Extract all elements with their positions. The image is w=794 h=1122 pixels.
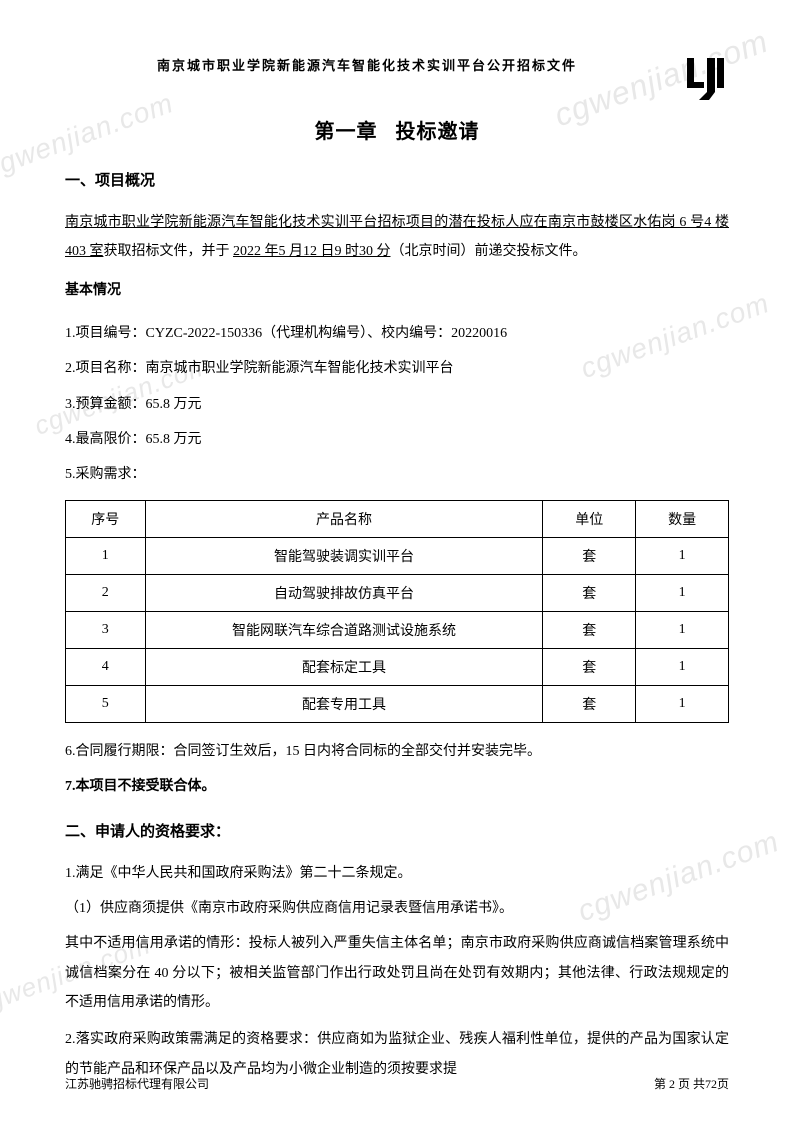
qualification-item-2: 2.落实政府采购政策需满足的资格要求：供应商如为监狱企业、残疾人福利性单位，提供…	[65, 1025, 729, 1084]
qualification-item-1-sub: （1）供应商须提供《南京市政府采购供应商信用记录表暨信用承诺书》。	[65, 894, 729, 923]
intro-paragraph: 南京城市职业学院新能源汽车智能化技术实训平台招标项目的潜在投标人应在南京市鼓楼区…	[65, 208, 729, 267]
table-row: 4 配套标定工具 套 1	[66, 648, 729, 685]
project-number: 1.项目编号：CYZC-2022-150336（代理机构编号）、校内编号：202…	[65, 319, 729, 348]
item7-label: 7.	[65, 779, 76, 794]
section-1-heading: 一、项目概况	[65, 169, 729, 190]
cell-name: 配套专用工具	[145, 685, 543, 722]
cell-unit: 套	[543, 574, 636, 611]
qualification-item-1: 1.满足《中华人民共和国政府采购法》第二十二条规定。	[65, 859, 729, 888]
table-header-row: 序号 产品名称 单位 数量	[66, 500, 729, 537]
cell-unit: 套	[543, 611, 636, 648]
table-row: 2 自动驾驶排故仿真平台 套 1	[66, 574, 729, 611]
col-seq-header: 序号	[66, 500, 146, 537]
cell-qty: 1	[636, 611, 729, 648]
table-row: 1 智能驾驶装调实训平台 套 1	[66, 537, 729, 574]
col-name-header: 产品名称	[145, 500, 543, 537]
table-row: 5 配套专用工具 套 1	[66, 685, 729, 722]
consortium-note: 7.本项目不接受联合体。	[65, 772, 729, 801]
cell-name: 智能网联汽车综合道路测试设施系统	[145, 611, 543, 648]
chapter-title: 第一章投标邀请	[65, 115, 729, 144]
section-2-heading: 二、申请人的资格要求：	[65, 820, 729, 841]
intro-text-a: 南京城市职业学院新能源汽车智能化技术实训平台招标项目的潜在投标人应在	[65, 215, 548, 230]
cell-qty: 1	[636, 537, 729, 574]
cell-qty: 1	[636, 574, 729, 611]
chapter-name: 投标邀请	[396, 121, 480, 143]
cell-seq: 2	[66, 574, 146, 611]
products-table: 序号 产品名称 单位 数量 1 智能驾驶装调实训平台 套 1 2 自动驾驶排故仿…	[65, 500, 729, 723]
cell-name: 配套标定工具	[145, 648, 543, 685]
basic-info-heading: 基本情况	[65, 277, 729, 305]
budget-amount: 3.预算金额：65.8 万元	[65, 390, 729, 419]
cell-seq: 5	[66, 685, 146, 722]
cell-name: 智能驾驶装调实训平台	[145, 537, 543, 574]
contract-period: 6.合同履行期限：合同签订生效后，15 日内将合同标的全部交付并安装完毕。	[65, 737, 729, 766]
cell-unit: 套	[543, 648, 636, 685]
col-unit-header: 单位	[543, 500, 636, 537]
logo-icon	[679, 50, 729, 100]
cell-seq: 4	[66, 648, 146, 685]
chapter-number: 第一章	[315, 121, 378, 143]
table-row: 3 智能网联汽车综合道路测试设施系统 套 1	[66, 611, 729, 648]
intro-text-c: 获取招标文件，并于	[104, 244, 234, 259]
item7-text: 本项目不接受联合体。	[76, 779, 216, 794]
procurement-needs: 5.采购需求：	[65, 460, 729, 489]
col-qty-header: 数量	[636, 500, 729, 537]
cell-qty: 1	[636, 648, 729, 685]
cell-seq: 1	[66, 537, 146, 574]
cell-unit: 套	[543, 537, 636, 574]
project-name: 2.项目名称：南京城市职业学院新能源汽车智能化技术实训平台	[65, 354, 729, 383]
max-price: 4.最高限价：65.8 万元	[65, 425, 729, 454]
page-header: 南京城市职业学院新能源汽车智能化技术实训平台公开招标文件	[65, 50, 729, 100]
intro-text-e: （北京时间）前递交投标文件。	[391, 244, 587, 259]
cell-seq: 3	[66, 611, 146, 648]
document-title: 南京城市职业学院新能源汽车智能化技术实训平台公开招标文件	[65, 50, 669, 74]
qualification-item-1-para: 其中不适用信用承诺的情形：投标人被列入严重失信主体名单；南京市政府采购供应商诚信…	[65, 929, 729, 1017]
cell-name: 自动驾驶排故仿真平台	[145, 574, 543, 611]
intro-deadline: 2022 年5 月12 日9 时30 分	[233, 244, 391, 259]
cell-unit: 套	[543, 685, 636, 722]
cell-qty: 1	[636, 685, 729, 722]
